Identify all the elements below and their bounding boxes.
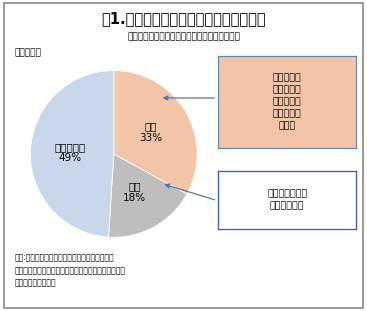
- Text: 「探しはじ
めるきっか
け」「後押
し」になっ
たなど: 「探しはじ めるきっか け」「後押 し」になっ たなど: [273, 74, 302, 130]
- Text: ２０２１年１月～６月の住宅購入・建築検討者: ２０２１年１月～６月の住宅購入・建築検討者: [127, 33, 240, 42]
- Text: 抑制
18%: 抑制 18%: [123, 181, 146, 203]
- Text: 【首都圏】: 【首都圏】: [15, 48, 41, 57]
- Text: 出典:リクルート『住宅購入・建築検討者』調査
（２０２１年）を基に編集部で作成。「条件変更／そ
の他」を除いて集計: 出典:リクルート『住宅購入・建築検討者』調査 （２０２１年）を基に編集部で作成。…: [15, 253, 126, 287]
- Text: 検討を「休止」
「中止」など: 検討を「休止」 「中止」など: [267, 189, 307, 210]
- Wedge shape: [109, 154, 187, 237]
- Wedge shape: [30, 71, 114, 237]
- Text: 影響はない
49%: 影響はない 49%: [55, 142, 86, 163]
- Text: 促進
33%: 促進 33%: [139, 121, 163, 143]
- Wedge shape: [114, 71, 197, 194]
- Text: 図1.コロナ禍拡大の住まい探しへの影響: 図1.コロナ禍拡大の住まい探しへの影響: [101, 11, 266, 26]
